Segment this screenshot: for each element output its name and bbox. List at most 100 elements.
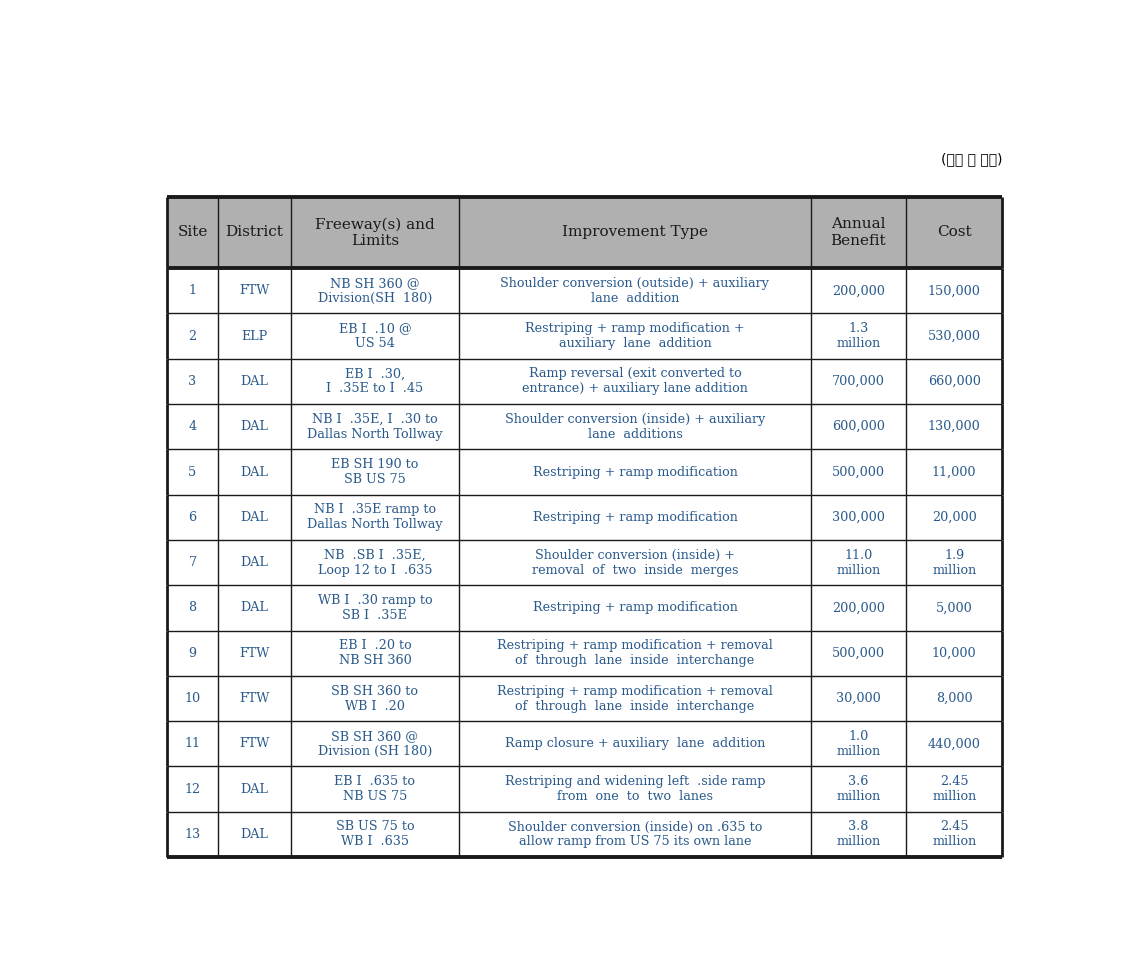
Text: 3.6
million: 3.6 million <box>836 775 881 804</box>
Text: SB US 75 to
WB I  .635: SB US 75 to WB I .635 <box>335 820 414 849</box>
Bar <box>168 766 1002 811</box>
Text: 10,000: 10,000 <box>932 647 977 660</box>
Text: Restriping + ramp modification: Restriping + ramp modification <box>533 466 737 478</box>
Text: EB I  .30,
I  .35E to I  .45: EB I .30, I .35E to I .45 <box>326 368 423 395</box>
Text: FTW: FTW <box>238 647 269 660</box>
Bar <box>460 314 810 359</box>
Bar <box>168 676 218 721</box>
Text: FTW: FTW <box>238 737 269 751</box>
Bar <box>460 197 810 269</box>
Text: Restriping + ramp modification: Restriping + ramp modification <box>533 602 737 614</box>
Bar <box>460 721 810 766</box>
Bar <box>168 404 218 450</box>
Bar <box>810 811 906 858</box>
Bar <box>810 766 906 811</box>
Bar <box>168 495 218 540</box>
Text: 1.9
million: 1.9 million <box>932 549 977 576</box>
Bar <box>460 450 810 495</box>
Text: FTW: FTW <box>238 284 269 297</box>
Text: 8: 8 <box>188 602 196 614</box>
Bar <box>291 359 460 404</box>
Text: DAL: DAL <box>240 828 268 841</box>
Bar <box>291 585 460 630</box>
Bar <box>218 314 291 359</box>
Text: EB I  .10 @
US 54: EB I .10 @ US 54 <box>339 322 411 350</box>
Bar <box>906 811 1002 858</box>
Bar <box>810 585 906 630</box>
Text: 600,000: 600,000 <box>832 420 885 433</box>
Bar <box>906 766 1002 811</box>
Bar <box>906 540 1002 585</box>
Text: 130,000: 130,000 <box>928 420 980 433</box>
Bar <box>291 450 460 495</box>
Text: 150,000: 150,000 <box>928 284 980 297</box>
Bar <box>460 359 810 404</box>
Bar <box>460 630 810 676</box>
Text: Annual
Benefit: Annual Benefit <box>831 218 887 248</box>
Bar <box>906 404 1002 450</box>
Bar <box>218 630 291 676</box>
Text: Restriping + ramp modification + removal
of  through  lane  inside  interchange: Restriping + ramp modification + removal… <box>497 639 772 667</box>
Text: DAL: DAL <box>240 466 268 478</box>
Bar <box>168 585 1002 630</box>
Bar <box>906 585 1002 630</box>
Bar <box>291 269 460 314</box>
Bar <box>168 766 218 811</box>
Bar <box>291 540 460 585</box>
Bar <box>291 630 460 676</box>
Bar <box>460 495 810 540</box>
Text: Ramp reversal (exit converted to
entrance) + auxiliary lane addition: Ramp reversal (exit converted to entranc… <box>521 368 747 395</box>
Text: 500,000: 500,000 <box>832 466 885 478</box>
Text: 2: 2 <box>188 329 196 343</box>
Text: 5: 5 <box>188 466 196 478</box>
Text: 300,000: 300,000 <box>832 511 885 524</box>
Bar <box>168 721 218 766</box>
Text: ELP: ELP <box>241 329 267 343</box>
Text: DAL: DAL <box>240 375 268 388</box>
Bar <box>168 585 218 630</box>
Text: NB I  .35E ramp to
Dallas North Tollway: NB I .35E ramp to Dallas North Tollway <box>307 504 443 531</box>
Text: Site: Site <box>177 225 208 239</box>
Bar <box>810 630 906 676</box>
Text: DAL: DAL <box>240 511 268 524</box>
Bar <box>906 721 1002 766</box>
Bar <box>460 811 810 858</box>
Bar <box>218 540 291 585</box>
Bar <box>168 359 218 404</box>
Text: 2.45
million: 2.45 million <box>932 820 977 849</box>
Text: WB I  .30 ramp to
SB I  .35E: WB I .30 ramp to SB I .35E <box>317 594 432 622</box>
Bar <box>291 197 460 269</box>
Bar <box>810 721 906 766</box>
Text: DAL: DAL <box>240 783 268 796</box>
Bar <box>218 359 291 404</box>
Text: 1.0
million: 1.0 million <box>836 730 881 758</box>
Text: Restriping and widening left  .side ramp
from  one  to  two  lanes: Restriping and widening left .side ramp … <box>504 775 766 804</box>
Text: 11: 11 <box>185 737 201 751</box>
Text: 1: 1 <box>188 284 196 297</box>
Bar <box>906 314 1002 359</box>
Bar <box>291 404 460 450</box>
Text: EB SH 190 to
SB US 75: EB SH 190 to SB US 75 <box>331 458 419 486</box>
Bar <box>168 269 1002 314</box>
Text: Shoulder conversion (outside) + auxiliary
lane  addition: Shoulder conversion (outside) + auxiliar… <box>501 276 769 305</box>
Bar <box>168 404 1002 450</box>
Bar <box>168 630 218 676</box>
Bar <box>168 811 218 858</box>
Bar <box>218 811 291 858</box>
Text: FTW: FTW <box>238 692 269 705</box>
Bar <box>168 197 218 269</box>
Bar <box>218 495 291 540</box>
Text: SB SH 360 to
WB I  .20: SB SH 360 to WB I .20 <box>331 685 419 712</box>
Bar <box>906 269 1002 314</box>
Bar <box>810 540 906 585</box>
Text: EB I  .635 to
NB US 75: EB I .635 to NB US 75 <box>334 775 415 804</box>
Text: Improvement Type: Improvement Type <box>561 225 707 239</box>
Text: 12: 12 <box>185 783 201 796</box>
Bar <box>168 495 1002 540</box>
Text: 7: 7 <box>188 556 196 569</box>
Text: 11,000: 11,000 <box>932 466 977 478</box>
Bar <box>810 495 906 540</box>
Bar <box>168 811 1002 858</box>
Bar <box>291 721 460 766</box>
Bar <box>291 811 460 858</box>
